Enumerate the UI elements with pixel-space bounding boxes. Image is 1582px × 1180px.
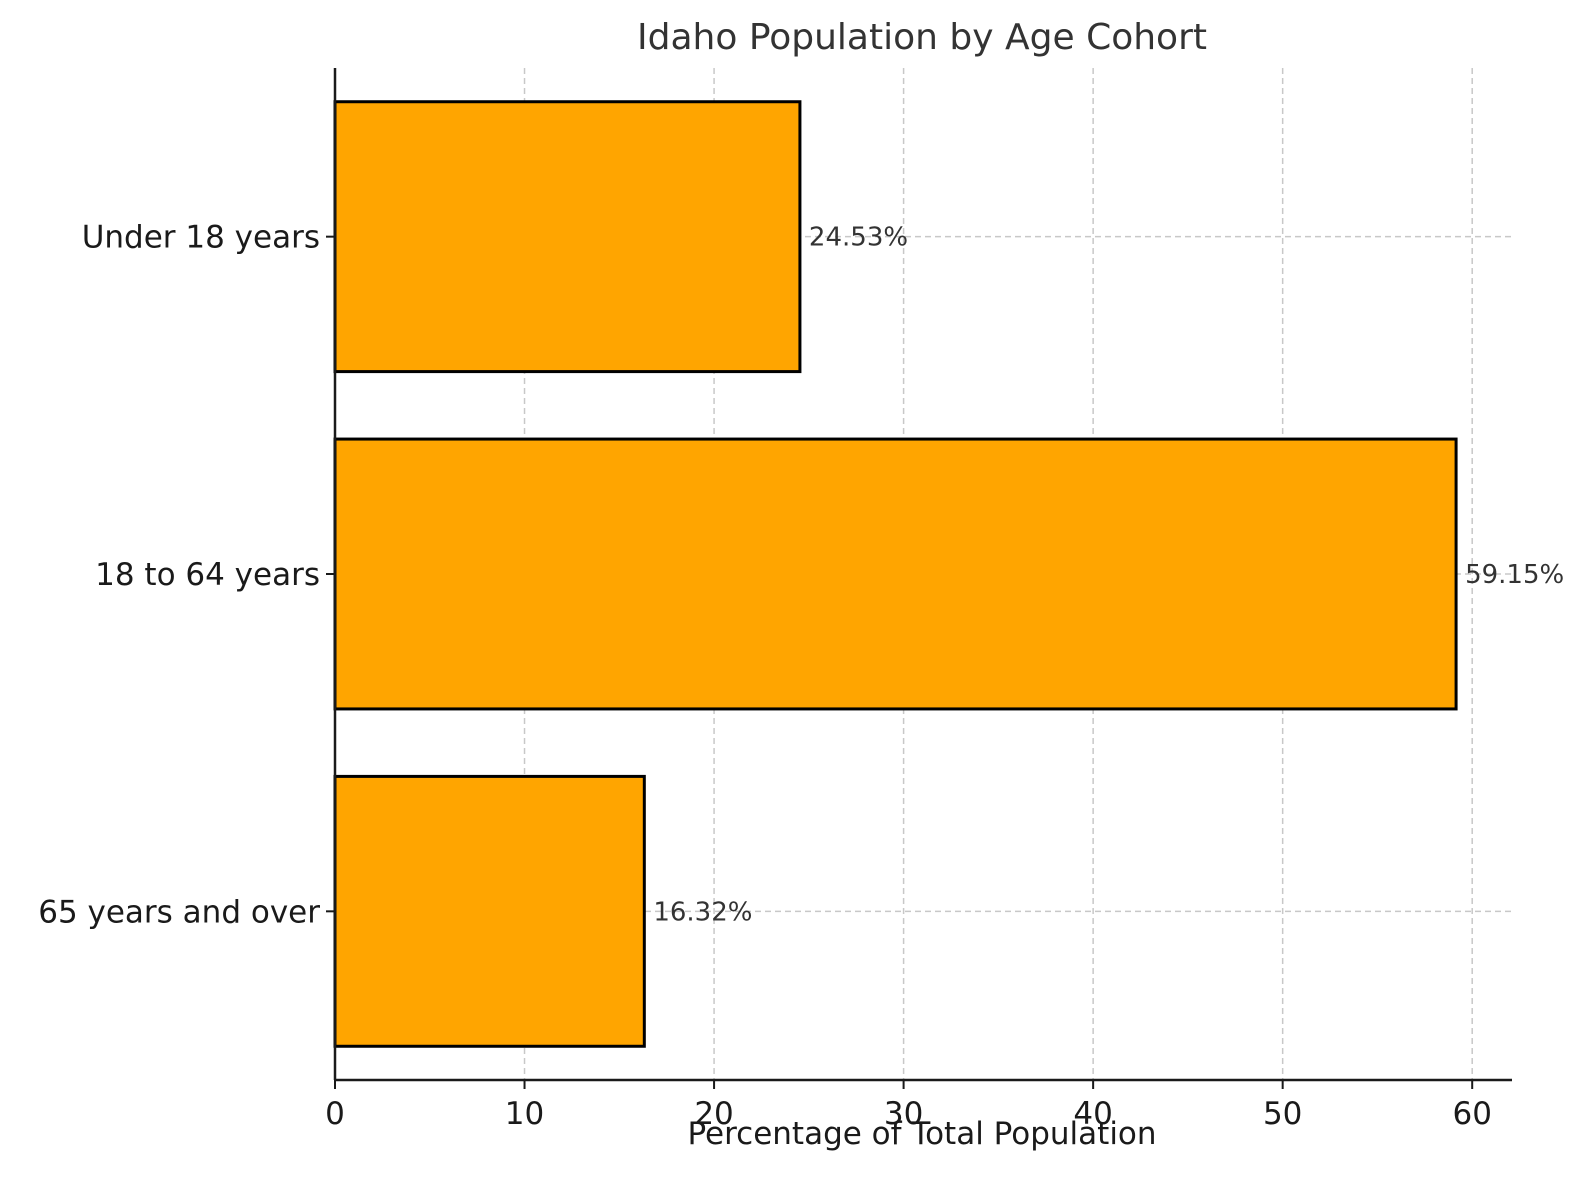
bar-18-to-64-years [333, 437, 1458, 711]
y-tick-label: 65 years and over [38, 894, 320, 930]
axes-layer [326, 68, 1512, 1089]
x-tick-label: 40 [1073, 1096, 1112, 1132]
data-label: 24.53% [809, 223, 908, 253]
data-label: 59.15% [1465, 560, 1564, 590]
bar-under-18-years [333, 100, 802, 374]
x-tick-label: 50 [1263, 1096, 1302, 1132]
chart-title: Idaho Population by Age Cohort [637, 17, 1207, 58]
labels-layer: 0 10 20 30 40 50 60 Under 18 years 18 to 64 year… [38, 220, 1564, 1132]
y-tick-label: 18 to 64 years [95, 557, 320, 593]
x-tick-label: 20 [694, 1096, 733, 1132]
x-tick-label: 30 [884, 1096, 923, 1132]
y-tick-label: Under 18 years [82, 220, 320, 256]
x-tick-label: 0 [325, 1096, 345, 1132]
bar-65-years-and-over [333, 774, 646, 1048]
x-tick-label: 60 [1452, 1096, 1491, 1132]
data-label: 16.32% [653, 897, 752, 927]
x-tick-label: 10 [505, 1096, 544, 1132]
x-axis-label: Percentage of Total Population [687, 1116, 1156, 1152]
